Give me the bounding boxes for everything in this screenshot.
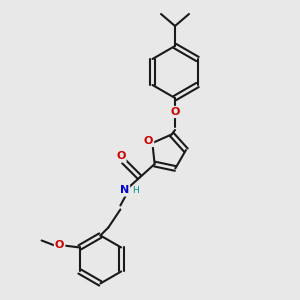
Text: O: O (55, 241, 64, 250)
Text: O: O (116, 152, 125, 161)
Text: H: H (132, 186, 139, 195)
Text: O: O (170, 107, 180, 117)
Text: N: N (120, 185, 129, 196)
Text: O: O (144, 136, 153, 146)
